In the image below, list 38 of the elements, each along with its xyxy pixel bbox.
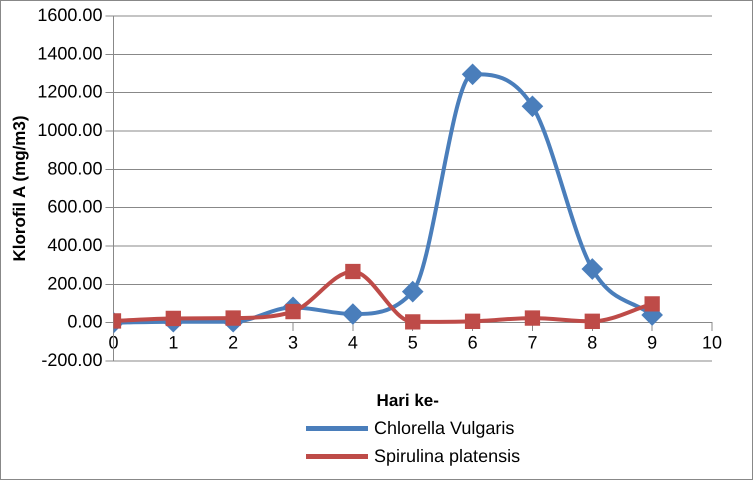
point	[522, 96, 542, 116]
x-tick-label: 10	[702, 332, 722, 352]
point	[285, 304, 301, 320]
x-tick-label: 5	[408, 332, 418, 352]
y-tick-label: 600.00	[47, 196, 102, 217]
x-axis-title: Hari ke-	[376, 391, 439, 410]
x-tick-label: 9	[647, 332, 658, 352]
y-tick-label: 1000.00	[37, 120, 102, 140]
y-tick-label: 1200.00	[37, 82, 102, 102]
x-tick-label: 4	[348, 332, 358, 352]
x-tick-label: 2	[228, 332, 238, 352]
point	[644, 296, 660, 312]
y-tick-label: 200.00	[47, 273, 102, 294]
x-tick-label: 1	[168, 332, 178, 352]
legend-label: Spirulina platensis	[374, 445, 520, 468]
point	[524, 310, 540, 326]
x-tick-label: 3	[288, 332, 298, 352]
point	[226, 310, 241, 326]
point	[166, 310, 181, 326]
y-axis-title: Klorofil A (mg/m3)	[10, 115, 29, 262]
y-tick-label: 1600.00	[37, 4, 102, 25]
point	[464, 314, 480, 329]
y-tick-label: 800.00	[47, 158, 102, 178]
point	[582, 259, 602, 279]
x-tick-label: 7	[527, 332, 538, 352]
point	[462, 64, 483, 84]
x-tick-label: 6	[468, 332, 478, 352]
point	[402, 282, 423, 302]
x-tick-label: 8	[587, 332, 598, 352]
point	[584, 314, 600, 329]
y-tick-label: -200.00	[41, 350, 102, 370]
y-tick-label: 400.00	[47, 234, 102, 255]
point	[405, 314, 420, 330]
point	[342, 304, 363, 324]
point	[345, 264, 361, 280]
y-tick-label: 0.00	[67, 312, 102, 332]
y-tick-label: 1400.00	[37, 43, 102, 64]
legend-label: Chlorella Vulgaris	[374, 417, 514, 440]
